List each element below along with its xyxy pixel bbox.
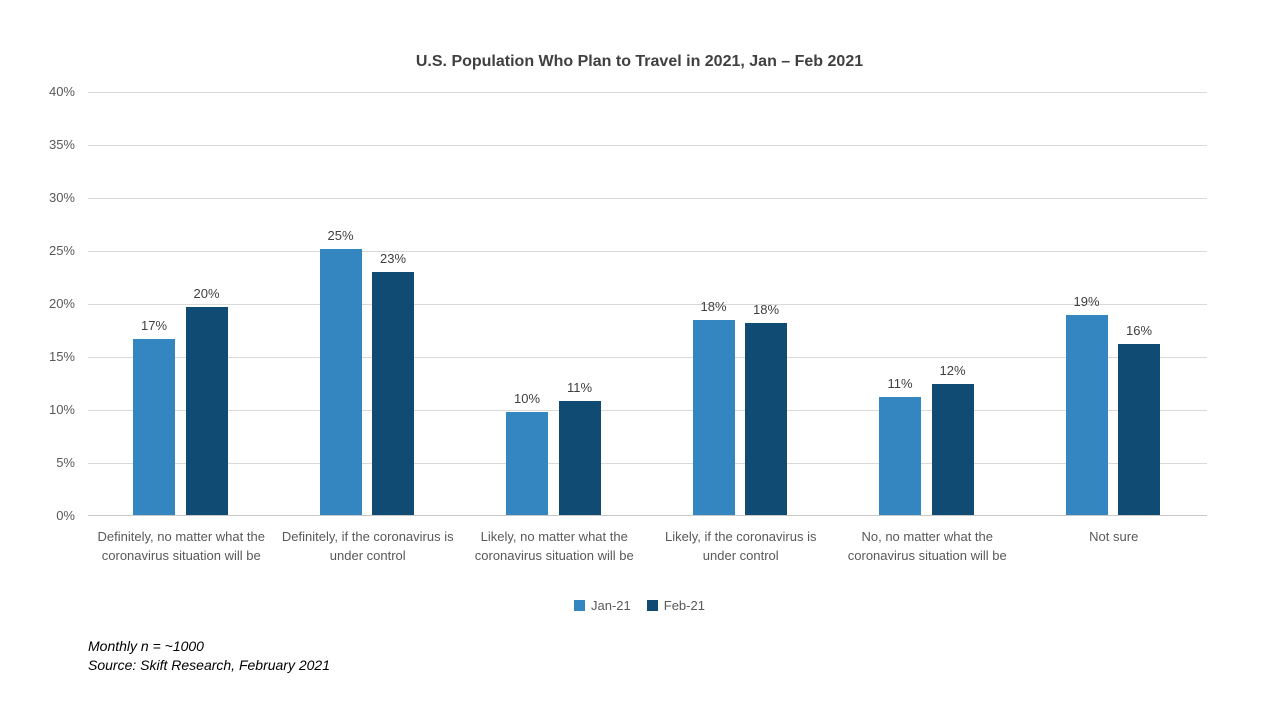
bar-value-label: 11% — [887, 376, 913, 392]
x-axis-labels: Definitely, no matter what the coronavir… — [88, 527, 1207, 565]
x-axis-category-label-5: No, no matter what the coronavirus situa… — [847, 529, 1007, 563]
bar-feb-21-group-6 — [1118, 344, 1160, 515]
bar-value-label: 23% — [379, 251, 407, 267]
x-axis-category-label-3: Likely, no matter what the coronavirus s… — [474, 529, 634, 563]
bar-jan-21-group-2 — [319, 248, 362, 515]
bar-feb-21-group-3 — [558, 400, 601, 515]
y-axis-tick-label: 10% — [48, 402, 75, 417]
gridline-30% — [88, 198, 1207, 199]
y-axis-tick-label: 25% — [48, 243, 75, 258]
bar-jan-21-group-5 — [879, 397, 921, 515]
bar-value-label: 20% — [193, 286, 220, 302]
legend-item-jan-21: Jan-21 — [574, 598, 631, 613]
gridline-10% — [88, 410, 1207, 411]
gridline-5% — [88, 463, 1207, 464]
chart-title: U.S. Population Who Plan to Travel in 20… — [415, 53, 864, 70]
plot-area: 0% 5% 10% 15% 20% 25% 30% 35% 40% 17% 20% 25% 23% 10%… — [49, 84, 1207, 523]
x-axis-category-label-2: Definitely, if the coronavirus is under … — [281, 529, 454, 563]
y-axis-tick-label: 15% — [48, 349, 75, 364]
gridline-40% — [88, 92, 1207, 93]
x-axis-category-label-1: Definitely, no matter what the coronavir… — [97, 529, 265, 563]
gridline-15% — [88, 357, 1207, 358]
bar-value-label: 17% — [140, 318, 168, 334]
legend-label: Feb-21 — [663, 598, 705, 613]
bar-value-label: 16% — [1125, 323, 1153, 339]
bar-feb-21-group-5 — [931, 383, 974, 515]
y-axis-tick-label: 0% — [56, 508, 75, 523]
x-axis-category-label-4: Likely, if the coronavirus is under cont… — [665, 529, 817, 563]
footnote-source: Source: Skift Research, February 2021 — [88, 657, 331, 673]
footnotes: Monthly n = ~1000 Source: Skift Research… — [88, 637, 330, 675]
bar-value-label: 19% — [1073, 293, 1100, 309]
legend-swatch-feb-21 — [646, 600, 658, 611]
bar-value-label: 10% — [513, 391, 541, 407]
legend-swatch-jan-21 — [574, 600, 586, 611]
bar-value-label: 18% — [752, 302, 780, 318]
gridline-25% — [88, 251, 1207, 252]
y-axis-tick-label: 35% — [48, 137, 75, 152]
y-axis-tick-label: 20% — [48, 296, 75, 311]
bar-feb-21-group-4 — [745, 323, 787, 515]
x-axis-category-label-6: Not sure — [1089, 529, 1139, 544]
bar-jan-21-group-6 — [1065, 314, 1108, 515]
bar-value-label: 12% — [939, 362, 966, 378]
footnote-sample-size: Monthly n = ~1000 — [88, 638, 204, 654]
bar-value-label: 25% — [327, 227, 354, 243]
bar-jan-21-group-1 — [133, 339, 175, 515]
gridline-35% — [88, 145, 1207, 146]
y-axis-tick-label: 30% — [48, 190, 75, 205]
legend-label: Jan-21 — [591, 598, 631, 613]
bar-feb-21-group-2 — [372, 272, 414, 515]
gridline-20% — [88, 304, 1207, 305]
y-axis-tick-label: 5% — [56, 455, 75, 470]
legend-item-feb-21: Feb-21 — [646, 598, 705, 613]
bar-feb-21-group-1 — [185, 307, 228, 515]
bar-value-label: 18% — [700, 298, 727, 314]
bar-jan-21-group-4 — [692, 319, 735, 515]
bar-jan-21-group-3 — [506, 412, 548, 515]
legend: Jan-21 Feb-21 — [0, 598, 1279, 613]
bar-value-label: 11% — [566, 379, 593, 395]
y-axis-tick-label: 40% — [48, 84, 75, 99]
